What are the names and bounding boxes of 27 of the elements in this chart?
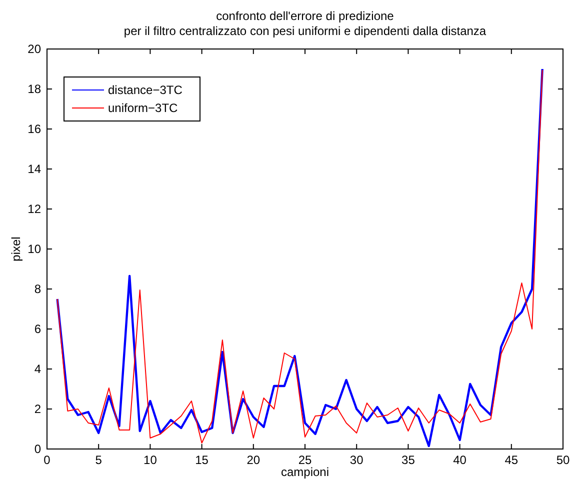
x-tick-label: 45 [504, 453, 518, 467]
y-tick-label: 18 [28, 82, 42, 96]
x-tick-label: 15 [195, 453, 209, 467]
y-tick-label: 20 [28, 42, 42, 56]
y-tick-label: 0 [34, 442, 42, 456]
x-axis-title: campioni [280, 465, 330, 479]
y-axis-title: pixel [9, 236, 23, 262]
y-tick-label: 4 [34, 362, 42, 376]
y-tick-label: 12 [28, 202, 42, 216]
y-tick-label: 16 [28, 122, 42, 136]
x-tick-label: 0 [44, 453, 51, 467]
y-tick-label: 8 [34, 282, 42, 296]
y-tick-label: 10 [28, 242, 42, 256]
x-tick-label: 30 [350, 453, 364, 467]
x-tick-label: 20 [246, 453, 260, 467]
x-tick-label: 50 [556, 453, 570, 467]
y-tick-label: 2 [34, 402, 42, 416]
legend-label: uniform−3TC [108, 101, 178, 115]
legend-label: distance−3TC [108, 83, 183, 97]
x-tick-label: 25 [298, 453, 312, 467]
x-tick-label: 40 [453, 453, 467, 467]
y-tick-label: 6 [34, 322, 42, 336]
x-tick-label: 5 [95, 453, 102, 467]
y-tick-label: 14 [28, 162, 42, 176]
chart-title: confronto dell'errore di predizione per il filtro centralizzato con pesi uniformi e dipendenti dalla distanza [124, 9, 486, 38]
x-tick-label: 35 [402, 453, 416, 467]
x-tick-label: 10 [144, 453, 158, 467]
